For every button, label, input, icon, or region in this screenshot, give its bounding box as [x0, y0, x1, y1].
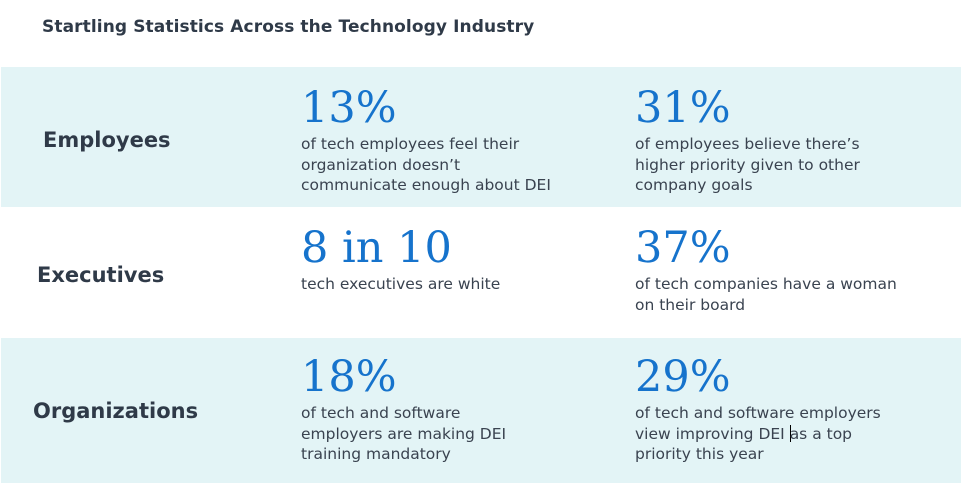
stat-value: 18% — [301, 352, 397, 402]
stat-description: of tech employees feel their organizatio… — [301, 135, 551, 194]
stat-block: 31% of employees believe there’s higher … — [635, 86, 860, 196]
stat-value: 37% — [635, 223, 731, 273]
stat-value: 31% — [635, 83, 731, 133]
row-employees: Employees 13% of tech employees feel the… — [1, 67, 961, 207]
row-label: Organizations — [33, 399, 199, 423]
row-executives: Executives 8 in 10 tech executives are w… — [1, 207, 961, 338]
stat-description: of tech and software employers are makin… — [301, 404, 507, 463]
stat-description[interactable]: of tech and software employers view impr… — [635, 403, 881, 465]
stat-value: 13% — [301, 83, 397, 133]
row-organizations: Organizations 18% of tech and software e… — [1, 338, 961, 483]
stat-value: 29% — [635, 352, 731, 402]
page-title: Startling Statistics Across the Technolo… — [42, 17, 535, 37]
stat-block: 37% of tech companies have a woman on th… — [635, 226, 897, 315]
stat-description: of tech companies have a woman on their … — [635, 275, 897, 314]
stat-block: 13% of tech employees feel their organiz… — [301, 86, 551, 196]
stat-description: of employees believe there’s higher prio… — [635, 135, 860, 194]
desc-text-before: of tech and software employers view impr… — [635, 404, 881, 443]
stat-block: 18% of tech and software employers are m… — [301, 355, 506, 465]
stat-block: 8 in 10 tech executives are white — [301, 226, 500, 295]
stat-block[interactable]: 29% of tech and software employers view … — [635, 355, 881, 465]
row-label: Executives — [37, 263, 165, 287]
row-label: Employees — [43, 128, 171, 152]
desc-text-after: as a top priority this year — [635, 424, 853, 464]
stat-value: 8 in 10 — [301, 223, 452, 273]
stat-description: tech executives are white — [301, 275, 501, 293]
text-cursor — [789, 424, 791, 442]
